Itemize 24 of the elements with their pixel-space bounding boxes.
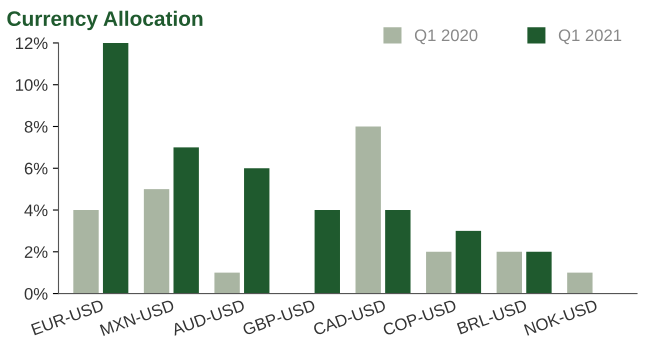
bar — [385, 210, 411, 294]
bar — [567, 272, 593, 294]
bar — [314, 210, 340, 294]
bar — [456, 230, 482, 294]
bar — [356, 126, 381, 294]
bar — [526, 252, 552, 294]
bar — [144, 189, 170, 294]
y-tick-label: 10% — [16, 79, 48, 91]
bar — [173, 147, 199, 294]
bar — [496, 252, 522, 294]
y-tick-label: 4% — [24, 204, 48, 216]
chart-title: Currency Allocation — [7, 10, 202, 30]
bar — [426, 252, 452, 294]
bar — [73, 210, 99, 294]
bar — [244, 168, 270, 294]
bar — [102, 42, 128, 294]
y-tick-label: 6% — [24, 162, 48, 174]
y-tick-label: 2% — [24, 246, 48, 258]
bar — [214, 272, 240, 294]
y-tick-label: 0% — [24, 288, 48, 300]
legend-label: Q1 2020 — [414, 29, 478, 44]
y-tick-label: 12% — [16, 37, 48, 50]
legend-label: Q1 2021 — [558, 29, 622, 44]
y-tick-label: 8% — [24, 120, 48, 133]
